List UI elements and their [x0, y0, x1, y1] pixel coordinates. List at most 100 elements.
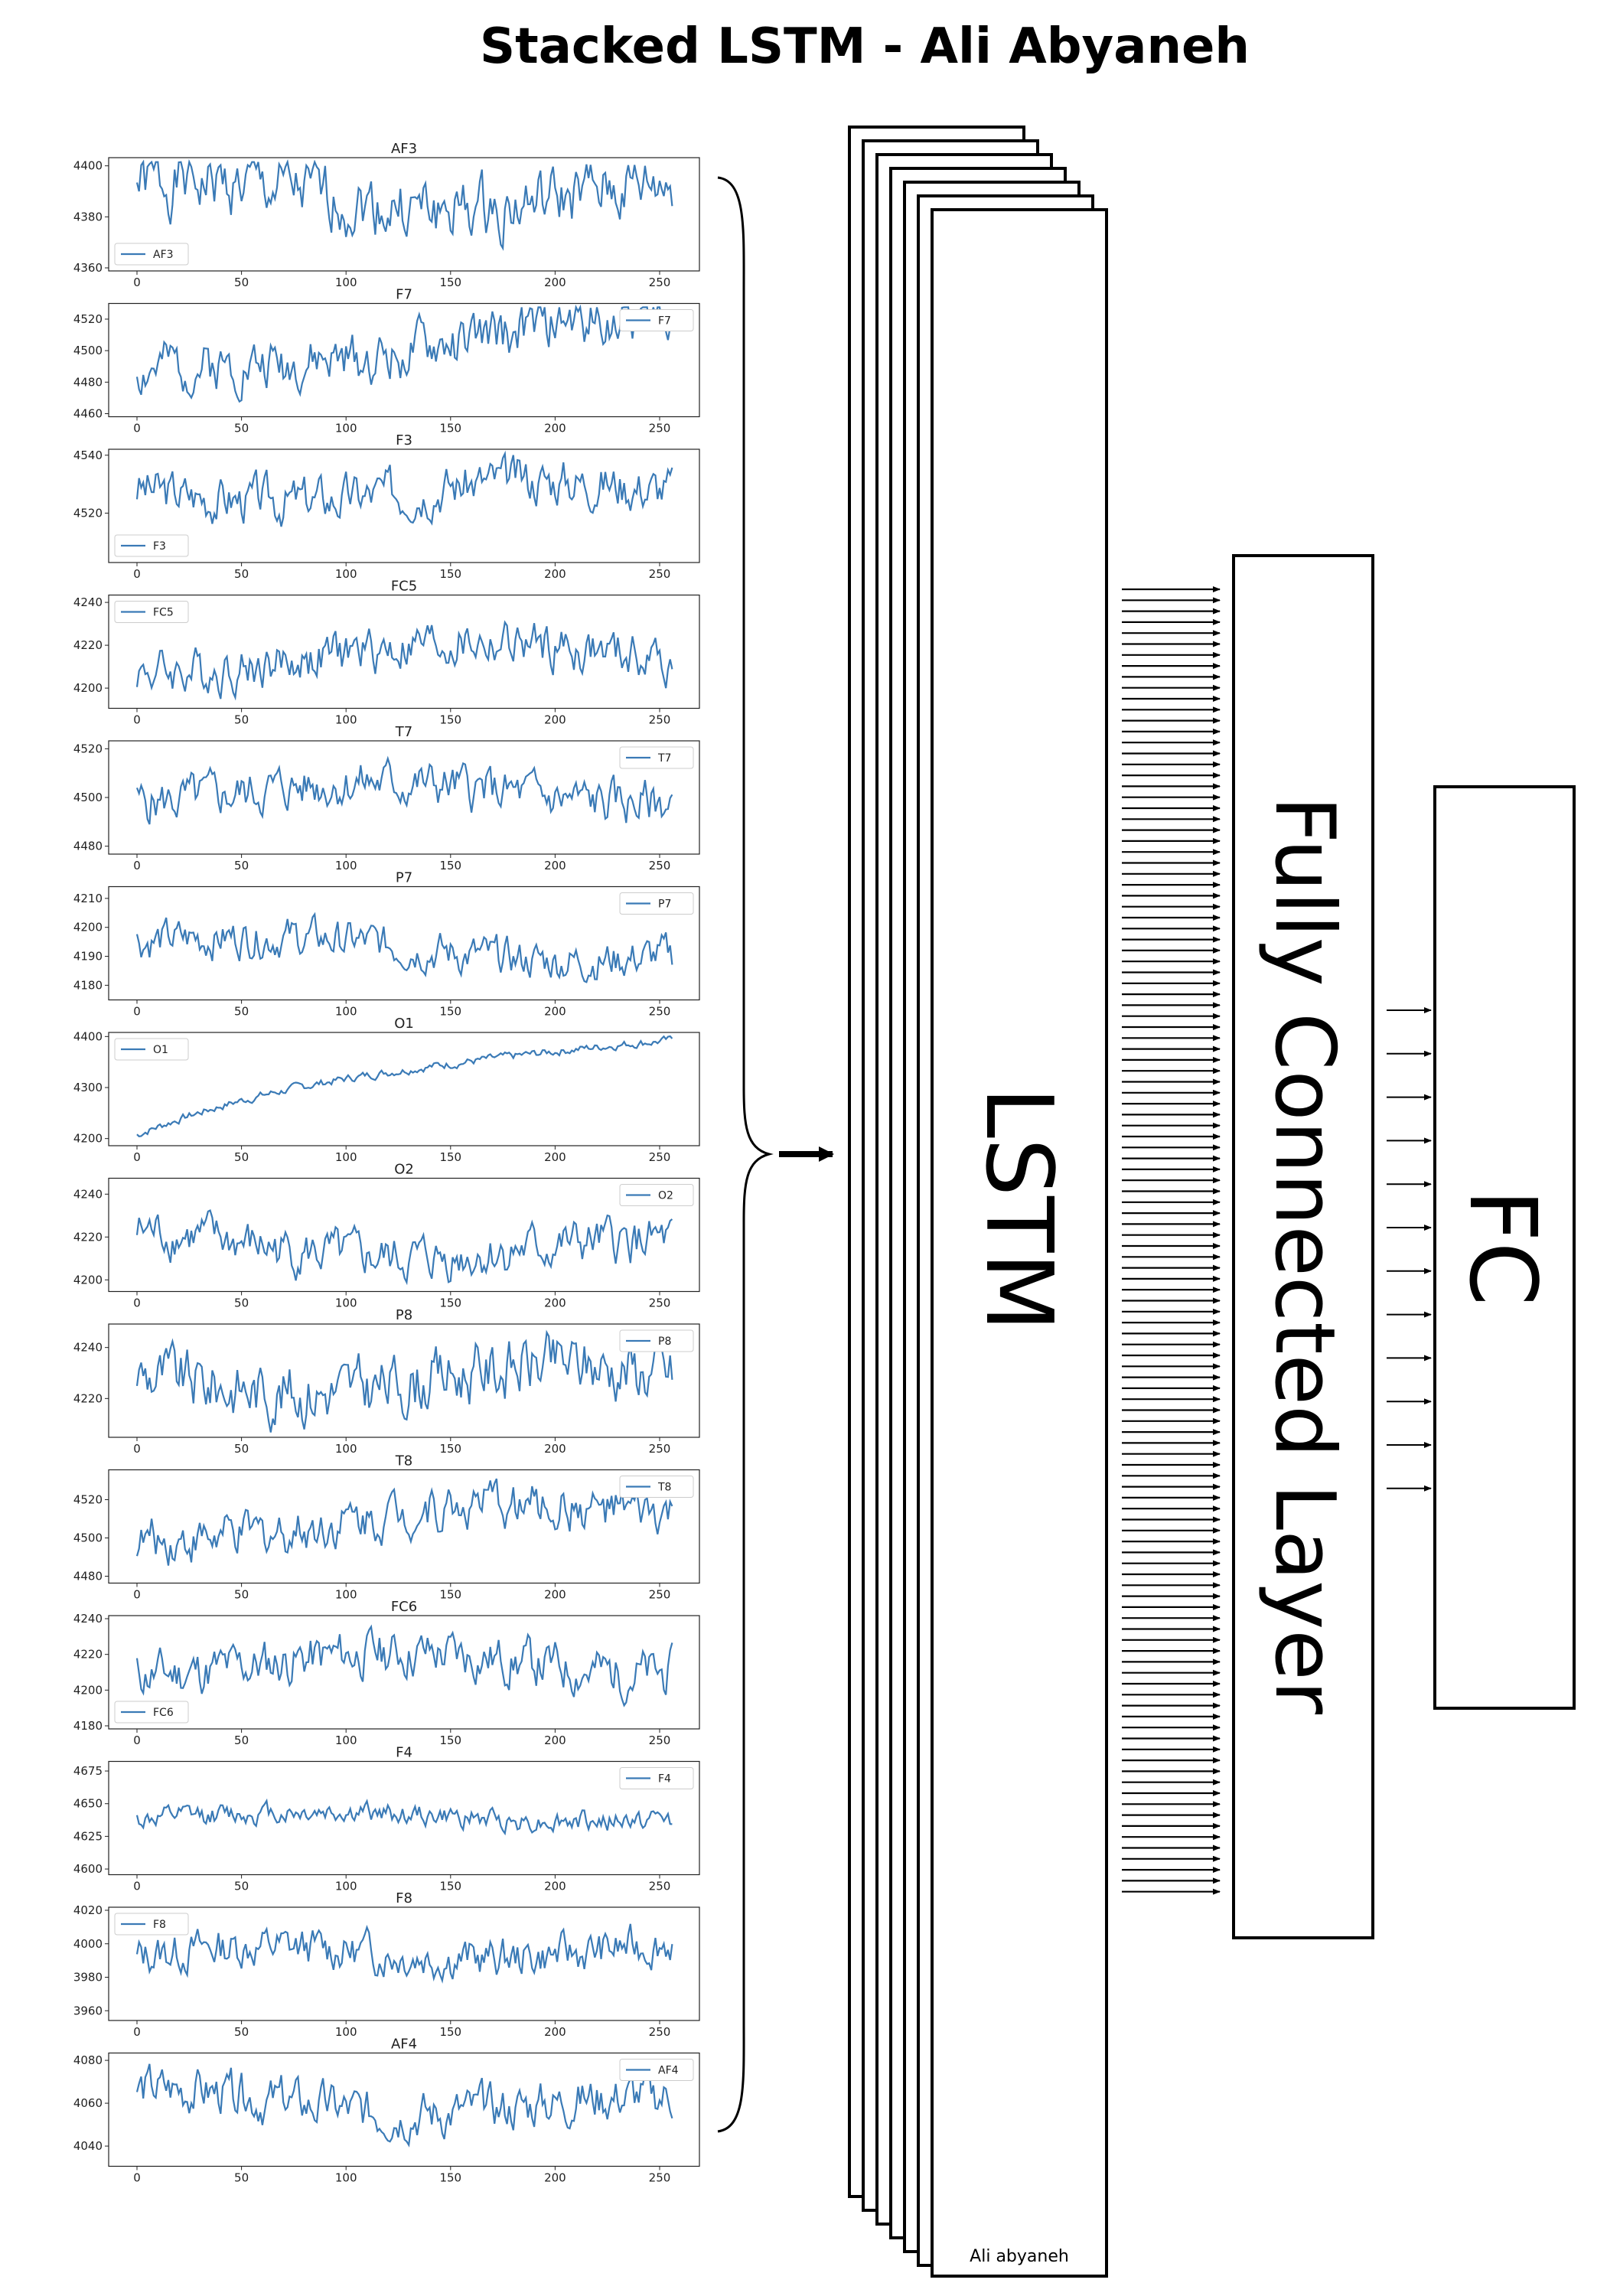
- plot-title: P8: [396, 1307, 412, 1323]
- y-tick-label: 4520: [73, 506, 103, 520]
- x-tick-label: 50: [234, 276, 249, 289]
- x-tick-label: 150: [439, 1150, 461, 1164]
- x-tick-label: 150: [439, 567, 461, 581]
- x-tick-label: 50: [234, 2025, 249, 2039]
- x-tick-label: 150: [439, 1005, 461, 1019]
- y-tick-label: 4360: [73, 261, 103, 275]
- lstm-label: LSTM: [965, 1087, 1071, 1332]
- x-tick-label: 150: [439, 1733, 461, 1747]
- signal-line: [135, 1798, 673, 1836]
- legend-label: O1: [153, 1044, 168, 1056]
- x-tick-label: 200: [544, 1442, 566, 1456]
- legend-box: [619, 892, 694, 915]
- y-tick-label: 4500: [73, 344, 103, 357]
- x-tick-label: 250: [649, 2171, 671, 2185]
- plot-frame: [108, 448, 700, 563]
- x-tick-label: 0: [133, 1296, 141, 1310]
- legend-label: AF4: [658, 2065, 679, 2077]
- x-tick-label: 250: [649, 567, 671, 581]
- y-tick-label: 4200: [73, 1683, 103, 1697]
- x-tick-label: 100: [335, 1588, 357, 1602]
- x-tick-label: 0: [133, 422, 141, 435]
- legend-box: [114, 601, 189, 623]
- legend-label: F4: [658, 1773, 671, 1786]
- y-tick-label: 4200: [73, 1132, 103, 1146]
- x-tick-label: 100: [335, 2025, 357, 2039]
- fc-layer-to-output-arrows: [1387, 1007, 1432, 1492]
- plot-title: T7: [395, 724, 412, 740]
- x-tick-label: 250: [649, 1005, 671, 1019]
- x-tick-label: 100: [335, 1005, 357, 1019]
- y-tick-label: 4220: [73, 1391, 103, 1405]
- y-tick-label: 4200: [73, 921, 103, 934]
- lstm-stack: [848, 126, 1108, 2278]
- x-tick-label: 50: [234, 713, 249, 727]
- x-tick-label: 150: [439, 2025, 461, 2039]
- x-tick-label: 50: [234, 1733, 249, 1747]
- x-tick-label: 200: [544, 1588, 566, 1602]
- signal-line: [135, 304, 673, 403]
- x-tick-label: 200: [544, 2025, 566, 2039]
- signature: Ali abyaneh: [970, 2247, 1069, 2266]
- signal-line: [135, 755, 673, 825]
- plot-frame: [108, 157, 700, 272]
- x-tick-label: 250: [649, 276, 671, 289]
- x-tick-label: 50: [234, 1296, 249, 1310]
- legend-box: [114, 243, 189, 266]
- legend-label: F7: [658, 315, 671, 328]
- y-tick-label: 4500: [73, 791, 103, 804]
- plot-frame: [108, 302, 700, 418]
- x-tick-label: 150: [439, 2171, 461, 2185]
- legend-box: [619, 1184, 694, 1206]
- x-tick-label: 200: [544, 276, 566, 289]
- y-tick-label: 4000: [73, 1937, 103, 1951]
- x-tick-label: 250: [649, 713, 671, 727]
- y-tick-label: 4200: [73, 681, 103, 695]
- legend-label: F8: [153, 1919, 166, 1931]
- eeg-channel-plots: AF3 4360 4380 4400 0 50 100 150 200 250 AF3 F7 4460 4…: [73, 141, 700, 2185]
- x-tick-label: 150: [439, 1588, 461, 1602]
- legend-label: F3: [153, 540, 166, 553]
- x-tick-label: 250: [649, 422, 671, 435]
- x-tick-label: 100: [335, 713, 357, 727]
- x-tick-label: 0: [133, 276, 141, 289]
- legend-box: [114, 1913, 189, 1936]
- y-tick-label: 4625: [73, 1829, 103, 1843]
- x-tick-label: 250: [649, 1296, 671, 1310]
- x-tick-label: 150: [439, 859, 461, 872]
- plot-title: FC6: [391, 1599, 417, 1615]
- channel-plot-f7: F7 4460 4480 4500 4520 0 50 100 150 200 250 F7: [73, 287, 700, 435]
- plot-title: F7: [396, 287, 412, 303]
- y-tick-label: 4650: [73, 1797, 103, 1811]
- plot-title: F8: [396, 1890, 412, 1906]
- y-tick-label: 4240: [73, 595, 103, 609]
- x-tick-label: 200: [544, 713, 566, 727]
- x-tick-label: 250: [649, 1150, 671, 1164]
- y-tick-label: 4480: [73, 1570, 103, 1583]
- x-tick-label: 0: [133, 1880, 141, 1893]
- legend-label: AF3: [153, 249, 174, 261]
- x-tick-label: 150: [439, 1880, 461, 1893]
- x-tick-label: 0: [133, 2171, 141, 2185]
- legend-label: T8: [657, 1482, 671, 1494]
- x-tick-label: 0: [133, 1733, 141, 1747]
- x-tick-label: 100: [335, 859, 357, 872]
- channel-plot-t8: T8 4480 4500 4520 0 50 100 150 200 250 T8: [73, 1453, 700, 1602]
- fully-connected-label: Fully Connected Layer: [1257, 796, 1352, 1715]
- x-tick-label: 50: [234, 1442, 249, 1456]
- x-tick-label: 0: [133, 859, 141, 872]
- y-tick-label: 4020: [73, 1903, 103, 1917]
- y-tick-label: 4675: [73, 1764, 103, 1778]
- channel-brace: [717, 176, 774, 2133]
- channel-plot-fc6: FC6 4180 4200 4220 4240 0 50 100 150 200 250 FC6: [73, 1599, 700, 1747]
- channel-plot-o2: O2 4200 4220 4240 0 50 100 150 200 250 O2: [73, 1162, 700, 1310]
- legend-box: [114, 1038, 189, 1061]
- x-tick-label: 200: [544, 859, 566, 872]
- x-tick-label: 100: [335, 1733, 357, 1747]
- x-tick-label: 0: [133, 1588, 141, 1602]
- signal-line: [135, 1209, 673, 1286]
- x-tick-label: 100: [335, 422, 357, 435]
- y-tick-label: 4500: [73, 1531, 103, 1545]
- legend-box: [619, 2059, 694, 2081]
